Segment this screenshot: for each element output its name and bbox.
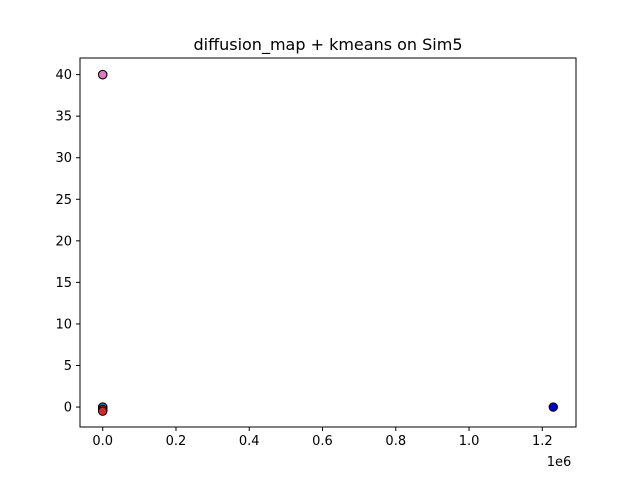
x-offset-label: 1e6 (547, 455, 572, 470)
x-tick-label: 0.6 (312, 434, 333, 449)
y-tick-label: 30 (55, 151, 72, 166)
data-points (98, 69, 558, 416)
chart-title: diffusion_map + kmeans on Sim5 (193, 35, 462, 55)
scatter-point (548, 402, 558, 412)
x-tick-label: 0.0 (92, 434, 113, 449)
y-tick-label: 20 (55, 234, 72, 249)
plot-frame (79, 57, 577, 428)
x-tick-label: 0.2 (166, 434, 187, 449)
scatter-point (98, 406, 108, 416)
x-tick-label: 0.4 (239, 434, 260, 449)
x-tick-label: 1.0 (459, 434, 480, 449)
y-tick-label: 35 (55, 110, 72, 125)
x-tick-label: 1.2 (532, 434, 553, 449)
axis-ticks: 0.0 0.2 0.4 0.6 0.8 1.0 1.2 0 5 10 15 20 25 30 35 40 (55, 68, 552, 449)
y-tick-label: 15 (55, 276, 72, 291)
y-tick-label: 5 (64, 359, 72, 374)
y-tick-label: 25 (55, 193, 72, 208)
scatter-point (98, 69, 108, 80)
y-tick-label: 0 (64, 401, 72, 416)
x-tick-label: 0.8 (385, 434, 406, 449)
y-tick-label: 40 (55, 68, 72, 83)
y-tick-label: 10 (55, 317, 72, 332)
